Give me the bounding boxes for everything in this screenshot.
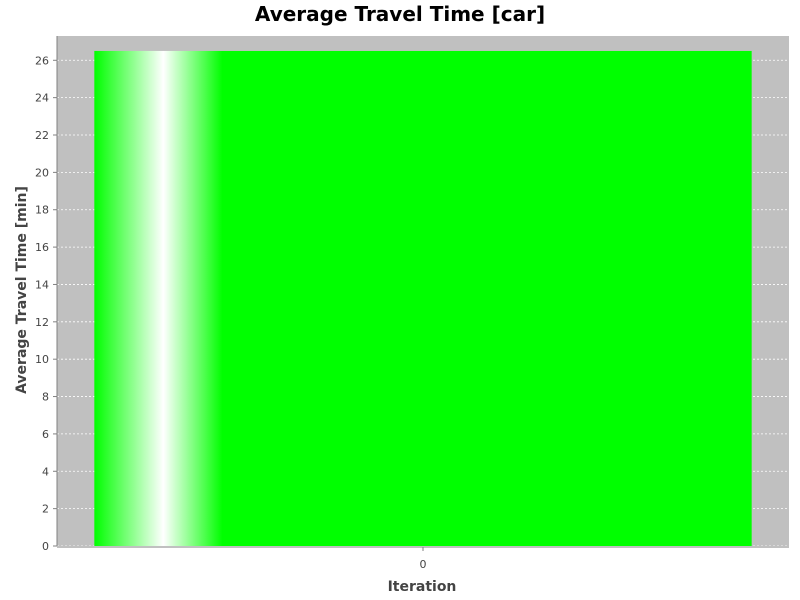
y-tick-label: 2 (42, 503, 49, 516)
y-tick-label: 22 (35, 129, 49, 142)
x-tick-label: 0 (420, 558, 427, 571)
y-tick-label: 4 (42, 465, 49, 478)
y-axis-label: Average Travel Time [min] (14, 186, 30, 394)
y-tick-label: 16 (35, 241, 49, 254)
y-tick-label: 6 (42, 428, 49, 441)
y-tick-label: 18 (35, 204, 49, 217)
x-ticks: 0 (420, 547, 427, 571)
y-tick-label: 14 (35, 278, 49, 291)
chart-title: Average Travel Time [car] (254, 2, 546, 26)
y-tick-label: 8 (42, 391, 49, 404)
y-tick-label: 26 (35, 54, 49, 67)
bar (94, 50, 752, 546)
bars (94, 50, 752, 546)
y-tick-label: 20 (35, 166, 49, 179)
y-tick-label: 10 (35, 353, 49, 366)
y-tick-label: 0 (42, 540, 49, 553)
y-tick-label: 24 (35, 92, 49, 105)
x-axis-label: Iteration (388, 579, 457, 595)
y-tick-label: 12 (35, 316, 49, 329)
